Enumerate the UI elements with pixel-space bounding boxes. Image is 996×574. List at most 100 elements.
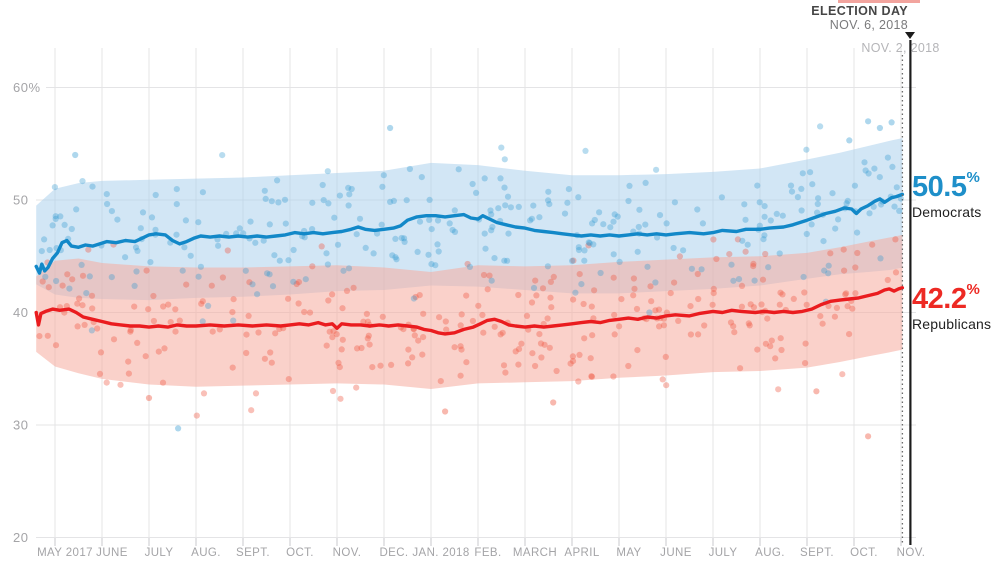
poll-dot	[788, 188, 796, 195]
poll-dot	[591, 287, 598, 294]
poll-dot	[827, 250, 834, 257]
poll-dot	[866, 210, 873, 217]
poll-dot	[567, 360, 574, 367]
poll-dot	[654, 234, 661, 241]
poll-dot	[750, 304, 758, 311]
poll-dot	[208, 282, 215, 289]
poll-dot	[53, 277, 60, 285]
poll-dot	[817, 123, 824, 130]
poll-dot	[139, 209, 147, 216]
poll-dot	[501, 257, 508, 264]
poll-dot	[195, 219, 202, 226]
poll-dot	[463, 292, 470, 299]
republicans-value-row: 42.2%	[912, 282, 991, 314]
poll-dot	[269, 283, 277, 290]
poll-dot	[803, 301, 810, 308]
poll-dot	[694, 270, 701, 278]
poll-dot	[610, 218, 617, 225]
poll-dot	[339, 305, 346, 312]
poll-dot	[487, 207, 494, 214]
poll-dot	[469, 180, 476, 188]
poll-dot	[457, 372, 464, 379]
poll-dot	[343, 287, 351, 294]
dem-trend-line[interactable]	[34, 192, 905, 275]
poll-dot	[515, 361, 522, 368]
poll-dot	[160, 303, 167, 310]
poll-dot	[455, 166, 462, 173]
poll-dot	[505, 230, 512, 237]
poll-dot	[843, 290, 850, 297]
poll-dot	[451, 344, 458, 351]
poll-dot	[401, 238, 408, 245]
poll-dot	[495, 205, 502, 212]
poll-dot	[618, 296, 625, 303]
poll-dot	[656, 212, 664, 219]
poll-dot	[527, 217, 534, 224]
poll-dot	[498, 144, 505, 151]
poll-dot	[309, 199, 316, 206]
poll-dot	[147, 259, 154, 266]
poll-dot	[155, 348, 162, 355]
poll-dot-outlier	[72, 151, 79, 159]
poll-dot	[569, 358, 577, 365]
poll-dot	[547, 278, 555, 285]
poll-dot	[86, 273, 93, 280]
poll-dot	[625, 362, 632, 370]
poll-dot	[243, 349, 250, 357]
poll-dot	[575, 244, 582, 251]
y-axis-label: 60%	[13, 80, 41, 95]
poll-dot	[518, 340, 525, 347]
poll-dot	[159, 379, 167, 386]
poll-dot	[833, 304, 841, 311]
poll-dot	[275, 199, 282, 206]
poll-dot	[249, 281, 256, 288]
rep-trend-line[interactable]	[34, 286, 905, 336]
poll-dot-outlier	[145, 394, 153, 402]
x-axis-label: NOV.	[897, 547, 926, 559]
poll-dot	[426, 196, 433, 203]
poll-dot	[74, 300, 81, 307]
poll-dot	[415, 337, 422, 344]
poll-dot	[345, 202, 352, 209]
poll-dot	[324, 261, 331, 268]
poll-dot	[61, 221, 68, 228]
poll-dot	[369, 364, 376, 371]
poll-dot	[143, 267, 150, 274]
poll-dot	[815, 195, 822, 202]
poll-dot	[767, 343, 774, 350]
poll-dot	[437, 378, 444, 385]
poll-dot	[670, 244, 677, 252]
poll-dot	[301, 234, 308, 241]
poll-dot	[530, 284, 538, 292]
poll-dot	[587, 355, 594, 362]
poll-dot	[580, 300, 587, 308]
poll-dot	[389, 252, 396, 259]
poll-dot	[336, 364, 343, 371]
poll-dot	[553, 367, 560, 375]
poll-dot	[731, 329, 738, 336]
x-axis-label: OCT.	[850, 547, 878, 559]
poll-dot	[841, 267, 848, 274]
poll-dot	[575, 194, 582, 201]
poll-dot	[457, 322, 464, 329]
poll-dot	[896, 207, 903, 214]
poll-dot	[892, 236, 899, 243]
poll-dot	[331, 214, 338, 221]
poll-dot	[354, 345, 361, 352]
poll-dot	[745, 320, 752, 327]
poll-dot	[79, 178, 86, 185]
poll-dot	[319, 181, 326, 189]
poll-dot	[488, 277, 495, 284]
poll-dot	[489, 223, 496, 231]
poll-dot	[663, 382, 670, 389]
rep-poll-dots	[36, 236, 900, 440]
poll-dot	[229, 364, 236, 371]
poll-dot	[663, 220, 670, 227]
poll-dot	[325, 297, 332, 304]
election-day-marker-icon	[905, 32, 915, 39]
x-axis-label: DEC.	[379, 547, 408, 559]
poll-dot	[114, 216, 121, 223]
poll-dot	[849, 305, 856, 312]
poll-dot	[161, 345, 168, 352]
